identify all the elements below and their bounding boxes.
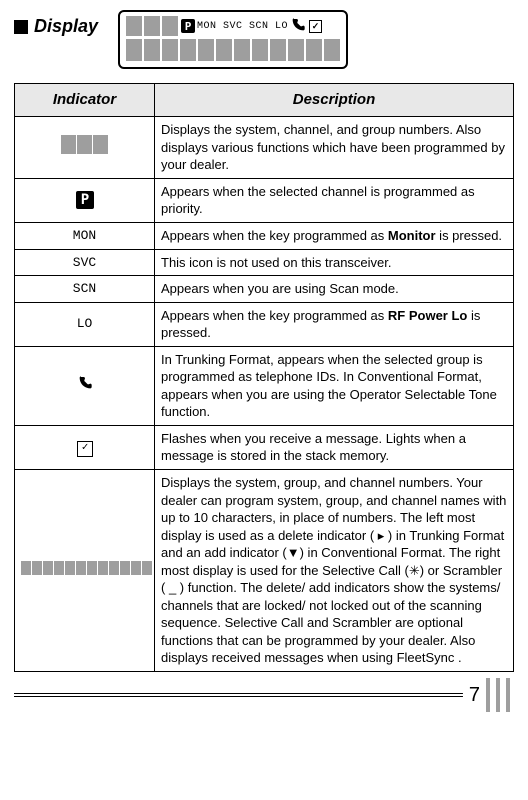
- description-cell: Displays the system, channel, and group …: [155, 117, 514, 179]
- indicator-cell: MON: [15, 222, 155, 249]
- description-cell: In Trunking Format, appears when the sel…: [155, 346, 514, 425]
- segment-icon: [144, 16, 160, 36]
- segment-icon: [234, 39, 250, 61]
- heading-text: Display: [34, 16, 98, 37]
- table-row: P Appears when the selected channel is p…: [15, 178, 514, 222]
- footer-bar-icon: [496, 678, 500, 712]
- priority-p-icon: P: [76, 191, 94, 209]
- page-number: 7: [469, 684, 480, 707]
- desc-bold: RF Power Lo: [388, 308, 467, 323]
- desc-bold: Monitor: [388, 228, 436, 243]
- table-row: Displays the system, group, and channel …: [15, 470, 514, 672]
- table-row: In Trunking Format, appears when the sel…: [15, 346, 514, 425]
- segment-icon: [126, 39, 142, 61]
- description-cell: Displays the system, group, and channel …: [155, 470, 514, 672]
- indicator-cell: P: [15, 178, 155, 222]
- description-cell: Appears when the key programmed as Monit…: [155, 222, 514, 249]
- twelve-segment-icon: [21, 561, 152, 575]
- description-cell: Flashes when you receive a message. Ligh…: [155, 425, 514, 469]
- segment-icon: [144, 39, 160, 61]
- indicator-cell: LO: [15, 302, 155, 346]
- phone-icon: [290, 17, 306, 36]
- desc-part: is pressed.: [436, 228, 502, 243]
- indicator-cell: [15, 470, 155, 672]
- segment-icon: [306, 39, 322, 61]
- phone-icon: [77, 375, 93, 397]
- segment-icon: [180, 39, 196, 61]
- description-cell: Appears when the selected channel is pro…: [155, 178, 514, 222]
- lcd-top-row: P MON SVC SCN LO ✓: [126, 16, 340, 36]
- table-row: SVC This icon is not used on this transc…: [15, 249, 514, 276]
- segment-icon: [162, 39, 178, 61]
- display-illustration: P MON SVC SCN LO ✓: [118, 10, 348, 69]
- segment-icon: [216, 39, 232, 61]
- message-icon: ✓: [309, 20, 322, 33]
- lcd-top-text: MON SVC SCN LO: [197, 21, 288, 32]
- segment-icon: [252, 39, 268, 61]
- description-cell: This icon is not used on this transceive…: [155, 249, 514, 276]
- table-row: ✓ Flashes when you receive a message. Li…: [15, 425, 514, 469]
- segment-icon: [324, 39, 340, 61]
- indicator-cell: [15, 346, 155, 425]
- page-footer: 7: [14, 678, 514, 712]
- table-row: Displays the system, channel, and group …: [15, 117, 514, 179]
- three-segment-icon: [61, 135, 108, 154]
- table-header-row: Indicator Description: [15, 84, 514, 117]
- segment-icon: [198, 39, 214, 61]
- indicator-table: Indicator Description Displays the syste…: [14, 83, 514, 672]
- segment-icon: [288, 39, 304, 61]
- segment-icon: [270, 39, 286, 61]
- table-row: SCN Appears when you are using Scan mode…: [15, 276, 514, 303]
- section-heading: Display: [14, 16, 98, 37]
- indicator-cell: SVC: [15, 249, 155, 276]
- desc-part: Appears when the key programmed as: [161, 308, 388, 323]
- table-row: LO Appears when the key programmed as RF…: [15, 302, 514, 346]
- footer-bar-icon: [486, 678, 490, 712]
- footer-rule: [14, 693, 463, 697]
- header-indicator: Indicator: [15, 84, 155, 117]
- table-row: MON Appears when the key programmed as M…: [15, 222, 514, 249]
- segment-icon: [126, 16, 142, 36]
- description-cell: Appears when the key programmed as RF Po…: [155, 302, 514, 346]
- segment-icon: [162, 16, 178, 36]
- priority-p-icon: P: [181, 19, 195, 33]
- desc-part: Appears when the key programmed as: [161, 228, 388, 243]
- description-cell: Appears when you are using Scan mode.: [155, 276, 514, 303]
- indicator-cell: SCN: [15, 276, 155, 303]
- header-description: Description: [155, 84, 514, 117]
- square-bullet-icon: [14, 20, 28, 34]
- footer-bar-icon: [506, 678, 510, 712]
- message-icon: ✓: [77, 441, 93, 457]
- lcd-bottom-row: [126, 39, 340, 61]
- indicator-cell: [15, 117, 155, 179]
- indicator-cell: ✓: [15, 425, 155, 469]
